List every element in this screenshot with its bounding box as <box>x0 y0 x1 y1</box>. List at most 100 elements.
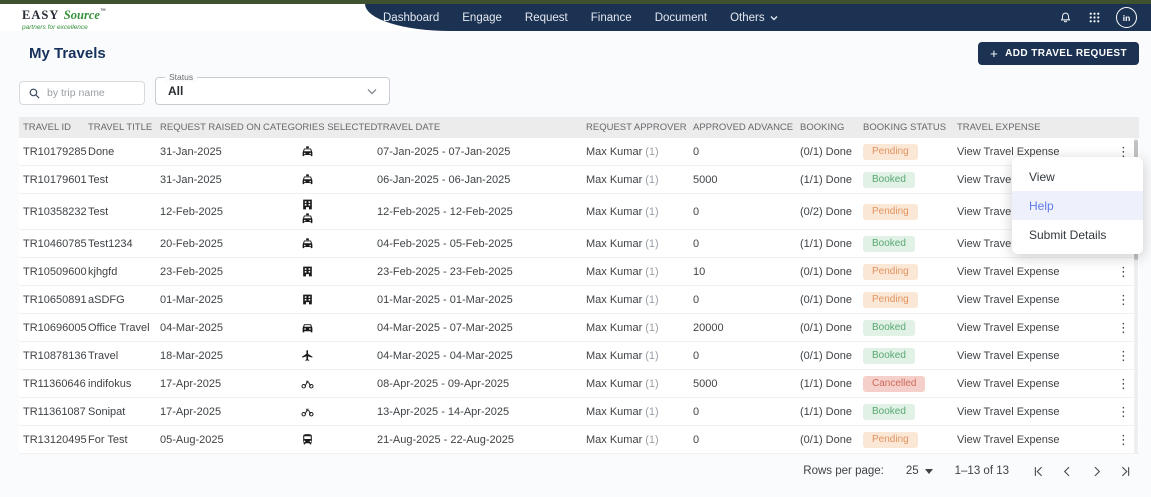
table-row[interactable]: TR11360646 indifokus 17-Apr-2025 08-Apr-202… <box>19 370 1139 398</box>
view-travel-expense-link[interactable]: View Travel Expense <box>957 293 1060 306</box>
add-travel-request-button[interactable]: + ADD TRAVEL REQUEST <box>978 42 1139 65</box>
search-input[interactable] <box>47 87 132 99</box>
view-travel-expense-link[interactable]: View Travel Expense <box>957 265 1060 278</box>
booking-status-cell: Booked <box>863 235 957 252</box>
categories-cell <box>263 349 377 362</box>
table-row[interactable]: TR10878136 Travel 18-Mar-2025 04-Mar-2025 -… <box>19 342 1139 370</box>
categories-cell <box>263 265 377 278</box>
request-raised-on-cell: 23-Feb-2025 <box>160 265 223 278</box>
table-row[interactable]: TR10696005 Office Travel 04-Mar-2025 04-Mar… <box>19 314 1139 342</box>
table-row[interactable]: TR10358232 Test 12-Feb-2025 12-Feb-2025 - 1… <box>19 194 1139 230</box>
request-approver-cell: Max Kumar (1) <box>586 265 659 278</box>
request-approver-cell: Max Kumar (1) <box>586 433 659 446</box>
travel-id-cell: TR10509600 <box>23 265 87 278</box>
easy-source-logo[interactable]: EASY Source™ partners for excellence <box>22 7 106 32</box>
table-body: TR10179285 Done 31-Jan-2025 07-Jan-2025 - 0… <box>19 138 1139 454</box>
nav-document[interactable]: Document <box>654 11 708 24</box>
chevron-down-icon <box>367 88 377 94</box>
view-travel-expense-link[interactable]: View Travel Expense <box>957 145 1060 158</box>
travel-id-cell: TR10460785 <box>23 237 87 250</box>
approved-advance-cell: 10 <box>693 265 706 278</box>
row-context-menu: View Help Submit Details <box>1012 157 1143 254</box>
travel-date-cell: 07-Jan-2025 - 07-Jan-2025 <box>377 145 511 158</box>
travel-title-cell: Test <box>88 205 109 218</box>
table-row[interactable]: TR11361087 Sonipat 17-Apr-2025 13-Apr-2025 … <box>19 398 1139 426</box>
nav-request[interactable]: Request <box>524 11 568 24</box>
categories-cell <box>263 237 377 250</box>
rows-per-page-select[interactable]: 25 <box>906 465 933 477</box>
request-raised-on-cell: 18-Mar-2025 <box>160 349 223 362</box>
categories-cell <box>263 377 377 390</box>
rows-per-page-label: Rows per page: <box>803 465 884 477</box>
kebab-menu-icon[interactable]: ⋮ <box>1117 375 1130 391</box>
table-row[interactable]: TR10650891 aSDFG 01-Mar-2025 01-Mar-2025 - … <box>19 286 1139 314</box>
column-header-travel-date: TRAVEL DATE <box>377 122 441 133</box>
categories-cell <box>263 433 377 446</box>
kebab-menu-icon[interactable]: ⋮ <box>1117 319 1130 335</box>
request-approver-cell: Max Kumar (1) <box>586 377 659 390</box>
travel-date-cell: 01-Mar-2025 - 01-Mar-2025 <box>377 293 513 306</box>
booking-status-cell: Cancelled <box>863 375 957 392</box>
hotel-icon <box>301 265 314 278</box>
menu-item-view[interactable]: View <box>1029 169 1055 184</box>
view-travel-expense-link[interactable]: View Travel Expense <box>957 321 1060 334</box>
table-row[interactable]: TR10179285 Done 31-Jan-2025 07-Jan-2025 - 0… <box>19 138 1139 166</box>
categories-cell <box>263 321 377 334</box>
kebab-menu-icon[interactable]: ⋮ <box>1117 431 1130 447</box>
request-raised-on-cell: 31-Jan-2025 <box>160 173 222 186</box>
nav-engage[interactable]: Engage <box>462 11 502 24</box>
kebab-menu-icon[interactable]: ⋮ <box>1117 403 1130 419</box>
bike-icon <box>301 377 314 390</box>
approved-advance-cell: 20000 <box>693 321 724 334</box>
travel-title-cell: Test <box>88 173 109 186</box>
view-travel-expense-link[interactable]: View Travel Expense <box>957 433 1060 446</box>
table-row[interactable]: TR10179601 Test 31-Jan-2025 06-Jan-2025 - 0… <box>19 166 1139 194</box>
approver-count: (1) <box>645 433 659 446</box>
logo-wordmark: EASY Source™ <box>22 7 106 23</box>
request-raised-on-cell: 04-Mar-2025 <box>160 321 223 334</box>
approved-advance-cell: 0 <box>693 145 700 158</box>
status-filter-select[interactable]: Status All <box>155 72 390 105</box>
apps-grid-icon[interactable] <box>1087 10 1102 25</box>
view-travel-expense-link[interactable]: View Travel Expense <box>957 377 1060 390</box>
approver-count: (1) <box>645 349 659 362</box>
travel-title-cell: Test1234 <box>88 237 133 250</box>
add-travel-request-label: ADD TRAVEL REQUEST <box>1005 48 1127 59</box>
booking-cell: (0/1) Done <box>800 145 852 158</box>
menu-item-submit-details[interactable]: Submit Details <box>1029 227 1107 242</box>
navbar-icons: in <box>1058 7 1151 28</box>
booking-cell: (0/2) Done <box>800 205 852 218</box>
booking-status-cell: Booked <box>863 347 957 364</box>
booking-status-cell: Pending <box>863 143 957 160</box>
kebab-menu-icon[interactable]: ⋮ <box>1117 263 1130 279</box>
profile-avatar[interactable]: in <box>1116 7 1137 28</box>
kebab-menu-icon[interactable]: ⋮ <box>1117 143 1130 159</box>
nav-others[interactable]: Others <box>730 12 778 24</box>
table-row[interactable]: TR10460785 Test1234 20-Feb-2025 04-Feb-2025… <box>19 230 1139 258</box>
nav-dashboard[interactable]: Dashboard <box>383 11 440 24</box>
primary-nav: Dashboard Engage Request Finance Documen… <box>365 12 778 24</box>
kebab-menu-icon[interactable]: ⋮ <box>1117 347 1130 363</box>
kebab-menu-icon[interactable]: ⋮ <box>1117 291 1130 307</box>
top-accent-strip <box>0 0 1151 4</box>
column-header-approved-advance: APPROVED ADVANCE <box>693 122 794 133</box>
first-page-icon[interactable] <box>1031 464 1046 479</box>
booking-cell: (0/1) Done <box>800 433 852 446</box>
travel-date-cell: 06-Jan-2025 - 06-Jan-2025 <box>377 173 511 186</box>
table-row[interactable]: TR13120495 For Test 05-Aug-2025 21-Aug-2025… <box>19 426 1139 454</box>
nav-finance[interactable]: Finance <box>590 11 632 24</box>
table-row[interactable]: TR10509600 kjhgfd 23-Feb-2025 23-Feb-2025 -… <box>19 258 1139 286</box>
last-page-icon[interactable] <box>1118 464 1133 479</box>
view-travel-expense-link[interactable]: View Travel Expense <box>957 349 1060 362</box>
table-header-row: TRAVEL ID TRAVEL TITLE REQUEST RAISED ON… <box>19 117 1139 138</box>
request-approver-cell: Max Kumar (1) <box>586 321 659 334</box>
view-travel-expense-link[interactable]: View Travel Expense <box>957 405 1060 418</box>
notifications-bell-icon[interactable] <box>1058 10 1073 25</box>
column-header-booking: BOOKING <box>800 122 845 133</box>
column-header-request-approver: REQUEST APPROVER <box>586 122 687 133</box>
menu-item-help[interactable]: Help <box>1012 191 1143 220</box>
booking-status-badge: Pending <box>863 291 918 308</box>
next-page-icon[interactable] <box>1089 464 1104 479</box>
previous-page-icon[interactable] <box>1060 464 1075 479</box>
booking-cell: (1/1) Done <box>800 405 852 418</box>
